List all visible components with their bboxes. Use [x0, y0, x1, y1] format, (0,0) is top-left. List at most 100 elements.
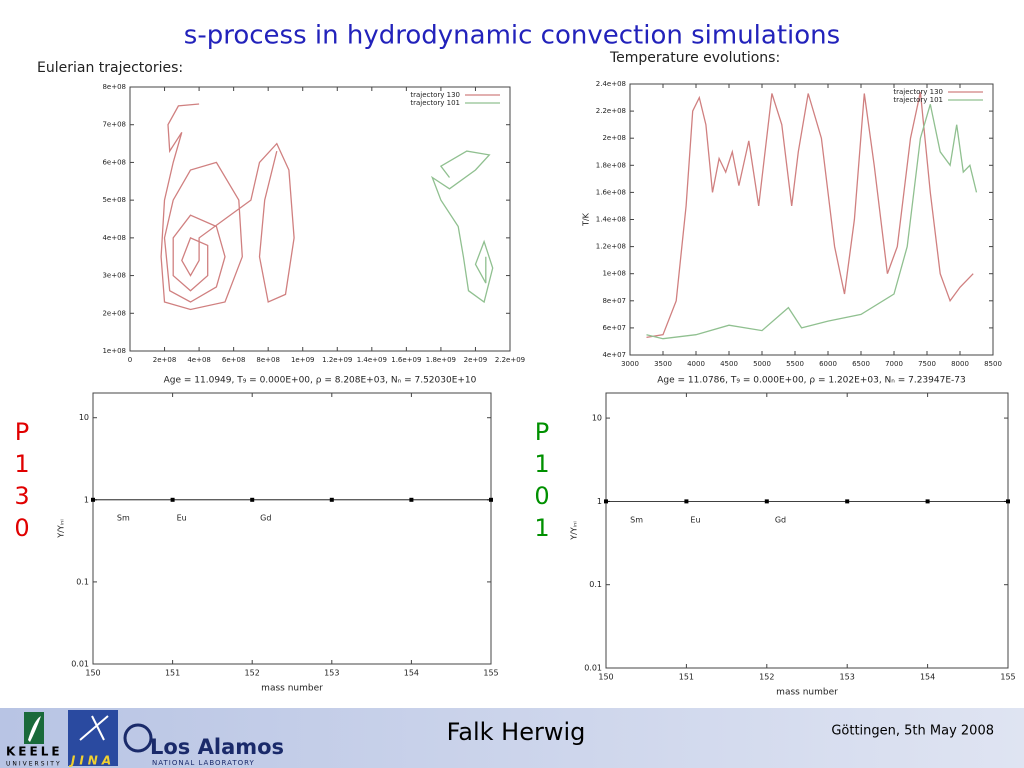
heading: Eulerian trajectories:	[37, 60, 183, 76]
x-tick-label: 2e+08	[153, 356, 177, 364]
plot-frame	[92, 392, 492, 665]
jina-text: JINA	[69, 754, 115, 768]
caption: Age = 11.0949, T₉ = 0.000E+00, ρ = 8.208…	[164, 376, 477, 386]
side-label: P101	[528, 418, 556, 546]
x-tick-label: 7500	[918, 360, 936, 368]
y-tick-label: 10	[79, 413, 89, 422]
footer-band	[0, 708, 1024, 768]
keele-logo-mark	[28, 716, 41, 742]
legend-label: trajectory 130	[410, 91, 460, 99]
y-tick-label: 8e+07	[602, 297, 626, 305]
y-tick-label: 5e+08	[102, 196, 126, 204]
x-tick-label: 4000	[687, 360, 705, 368]
x-tick-label: 1.4e+09	[357, 356, 387, 364]
y-tick-label: 0.1	[76, 577, 89, 586]
x-tick-label: 2.2e+09	[495, 356, 525, 364]
y-tick-label: 1.8e+08	[596, 161, 626, 169]
x-tick-label: 6000	[819, 360, 837, 368]
y-tick-label: 0.01	[584, 664, 602, 673]
x-tick-label: 154	[404, 669, 419, 678]
point	[684, 499, 689, 504]
y-tick-label: 6e+07	[602, 324, 626, 332]
annotation: Eu	[177, 514, 187, 523]
x-tick-label: 153	[324, 669, 339, 678]
x-tick-label: 151	[679, 673, 694, 682]
slide-title: s-process in hydrodynamic convection sim…	[184, 21, 840, 51]
y-tick-label: 10	[592, 414, 602, 423]
x-tick-label: 2e+09	[464, 356, 488, 364]
plot-frame	[605, 392, 1009, 669]
plot-frame	[129, 86, 511, 352]
annotation: Sm	[117, 514, 130, 523]
x-tick-label: 152	[759, 673, 774, 682]
x-tick-label: 4500	[720, 360, 738, 368]
heading: Temperature evolutions:	[609, 50, 780, 66]
y-tick-label: 7e+08	[102, 121, 126, 129]
y-tick-label: 1	[597, 497, 602, 506]
y-axis-label: T/K	[582, 212, 591, 227]
x-tick-label: 3000	[621, 360, 639, 368]
series-line	[430, 150, 494, 304]
y-tick-label: 2.2e+08	[596, 107, 626, 115]
side-label: P130	[8, 418, 36, 546]
point	[604, 499, 608, 504]
lanl-sub: NATIONAL LABORATORY	[152, 759, 255, 767]
y-tick-label: 8e+08	[102, 83, 126, 91]
x-axis-label: mass number	[776, 688, 838, 698]
y-tick-label: 1.6e+08	[596, 188, 626, 196]
point	[409, 497, 414, 502]
y-tick-label: 2e+08	[602, 134, 626, 142]
jina-logo-mark	[79, 715, 109, 741]
x-tick-label: 151	[165, 669, 180, 678]
y-tick-label: 0.01	[71, 660, 89, 669]
lanl-text: Los Alamos	[150, 735, 284, 759]
x-tick-label: 5500	[786, 360, 804, 368]
y-tick-label: 1	[84, 495, 89, 504]
legend-label: trajectory 130	[893, 88, 943, 96]
x-tick-label: 0	[128, 356, 132, 364]
author: Falk Herwig	[447, 718, 586, 746]
keele-text: KEELE	[6, 745, 63, 759]
legend-label: trajectory 101	[410, 99, 460, 107]
caption: Age = 11.0786, T₉ = 0.000E+00, ρ = 1.202…	[657, 376, 965, 386]
y-tick-label: 2e+08	[102, 309, 126, 317]
annotation: Sm	[630, 515, 643, 524]
lanl-logo	[123, 723, 153, 753]
series-line	[646, 91, 974, 339]
point	[764, 499, 769, 504]
x-tick-label: 5000	[753, 360, 771, 368]
x-tick-label: 152	[245, 669, 260, 678]
annotation: Gd	[775, 515, 786, 524]
x-tick-label: 6500	[852, 360, 870, 368]
y-axis-label: Y/Yᵢₙᵢ	[570, 521, 579, 541]
x-tick-label: 7000	[885, 360, 903, 368]
point	[489, 497, 493, 502]
series-line	[646, 104, 978, 340]
x-tick-label: 155	[483, 669, 498, 678]
x-tick-label: 1.2e+09	[322, 356, 352, 364]
legend-label: trajectory 101	[893, 96, 943, 104]
y-tick-label: 1e+08	[102, 347, 126, 355]
x-axis-label: mass number	[261, 684, 323, 694]
point	[329, 497, 334, 502]
point	[250, 497, 255, 502]
point	[845, 499, 850, 504]
annotation: Gd	[260, 514, 271, 523]
x-tick-label: 3500	[654, 360, 672, 368]
series-line	[160, 103, 295, 311]
y-tick-label: 1e+08	[602, 270, 626, 278]
x-tick-label: 153	[840, 673, 855, 682]
x-tick-label: 6e+08	[222, 356, 246, 364]
x-tick-label: 8500	[984, 360, 1002, 368]
annotation: Eu	[690, 515, 700, 524]
y-tick-label: 1.4e+08	[596, 216, 626, 224]
x-tick-label: 8e+08	[256, 356, 280, 364]
x-tick-label: 1.6e+09	[391, 356, 421, 364]
y-tick-label: 6e+08	[102, 158, 126, 166]
x-tick-label: 8000	[951, 360, 969, 368]
x-tick-label: 150	[598, 673, 613, 682]
y-axis-label: Y/Yᵢₙᵢ	[57, 519, 66, 539]
y-tick-label: 3e+08	[102, 272, 126, 280]
